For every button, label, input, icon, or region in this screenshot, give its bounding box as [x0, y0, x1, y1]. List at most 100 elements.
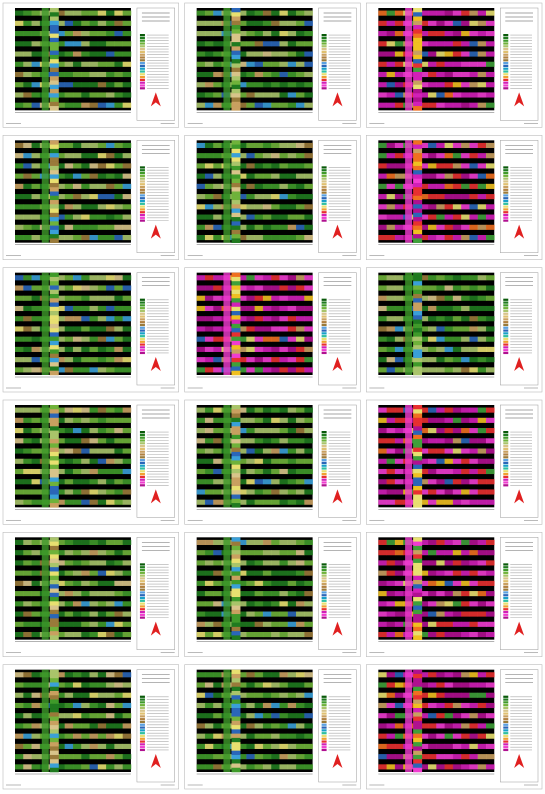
terrain-cell	[106, 51, 115, 56]
terrain-cell	[90, 764, 99, 769]
terrain-cell	[395, 764, 404, 769]
terrain-cell	[205, 540, 214, 545]
terrain-cell	[98, 62, 107, 67]
terrain-cell	[288, 92, 297, 97]
terrain-cell	[98, 459, 107, 464]
terrain-cell	[469, 357, 478, 362]
terrain-cell	[296, 347, 305, 352]
terrain-cell	[279, 275, 288, 280]
terrain-cell	[478, 296, 487, 301]
terrain-cell	[73, 581, 82, 586]
terrain-cell	[123, 163, 132, 168]
terrain-cell	[23, 357, 32, 362]
terrain-cell	[15, 347, 24, 352]
road-cell	[231, 362, 240, 367]
terrain-cell	[123, 51, 132, 56]
terrain-cell	[73, 682, 82, 687]
terrain-cell	[106, 296, 115, 301]
terrain-cell	[428, 31, 437, 36]
legend-swatch	[503, 572, 508, 574]
terrain-cell	[288, 571, 297, 576]
legend-swatch	[322, 214, 327, 216]
terrain-cell	[213, 754, 222, 759]
terrain-cell	[255, 153, 264, 158]
terrain-cell	[436, 21, 445, 26]
terrain-cell	[387, 754, 396, 759]
road-cell	[231, 38, 240, 43]
terrain-cell	[213, 591, 222, 596]
terrain-cell	[296, 153, 305, 158]
terrain-cell	[23, 713, 32, 718]
terrain-cell	[271, 723, 280, 728]
road-cell	[413, 63, 422, 68]
legend-swatch	[140, 346, 145, 348]
road-cell	[50, 687, 59, 692]
terrain-cell	[478, 92, 487, 97]
legend-swatch	[322, 34, 327, 36]
terrain-cell	[73, 703, 82, 708]
terrain-cell	[246, 21, 255, 26]
terrain-cell	[288, 459, 297, 464]
terrain-cell	[436, 92, 445, 97]
terrain-cell	[436, 764, 445, 769]
terrain-cell	[288, 540, 297, 545]
legend-swatch	[503, 617, 508, 619]
terrain-cell	[90, 612, 99, 617]
legend-swatch	[140, 313, 145, 315]
terrain-cell	[478, 235, 487, 240]
terrain-cell	[106, 143, 115, 148]
terrain-cell	[15, 316, 24, 321]
legend-swatch	[503, 318, 508, 320]
road-cell	[231, 606, 240, 611]
terrain-cell	[387, 469, 396, 474]
terrain-cell	[461, 428, 470, 433]
terrain-cell	[387, 408, 396, 413]
terrain-cell	[32, 296, 41, 301]
terrain-cell	[255, 31, 264, 36]
road-cell	[231, 499, 240, 504]
legend-swatch	[322, 315, 327, 317]
terrain-cell	[65, 163, 74, 168]
terrain-cell	[15, 438, 24, 443]
road-cell	[413, 80, 422, 85]
terrain-cell	[255, 612, 264, 617]
road-cell	[413, 486, 422, 491]
terrain-cell	[486, 479, 495, 484]
terrain-cell	[114, 448, 123, 453]
terrain-cell	[90, 591, 99, 596]
terrain-cell	[387, 734, 396, 739]
terrain-cell	[106, 103, 115, 108]
terrain-cell	[90, 347, 99, 352]
terrain-cell	[123, 285, 132, 290]
terrain-cell	[469, 438, 478, 443]
terrain-cell	[114, 550, 123, 555]
terrain-cell	[453, 428, 462, 433]
road-cell	[231, 439, 240, 444]
terrain-cell	[279, 21, 288, 26]
legend-swatch	[322, 79, 327, 81]
road-cell	[50, 717, 59, 722]
terrain-cell	[114, 632, 123, 637]
legend-swatch	[503, 206, 508, 208]
legend-swatch	[140, 51, 145, 53]
road-cell	[413, 452, 422, 457]
terrain-cell	[288, 734, 297, 739]
terrain-cell	[23, 204, 32, 209]
road-cell	[231, 593, 240, 598]
road-cell	[413, 751, 422, 756]
legend-swatch	[503, 583, 508, 585]
terrain-cell	[453, 479, 462, 484]
legend-swatch	[503, 729, 508, 731]
legend-swatch	[503, 724, 508, 726]
legend-swatch	[322, 481, 327, 483]
terrain-cell	[453, 703, 462, 708]
terrain-cell	[453, 215, 462, 220]
road-cell	[231, 738, 240, 743]
legend-swatch	[503, 481, 508, 483]
terrain-cell	[486, 62, 495, 67]
terrain-cell	[197, 693, 206, 698]
terrain-cell	[90, 92, 99, 97]
terrain-cell	[288, 744, 297, 749]
terrain-cell	[98, 560, 107, 565]
terrain-cell	[114, 296, 123, 301]
